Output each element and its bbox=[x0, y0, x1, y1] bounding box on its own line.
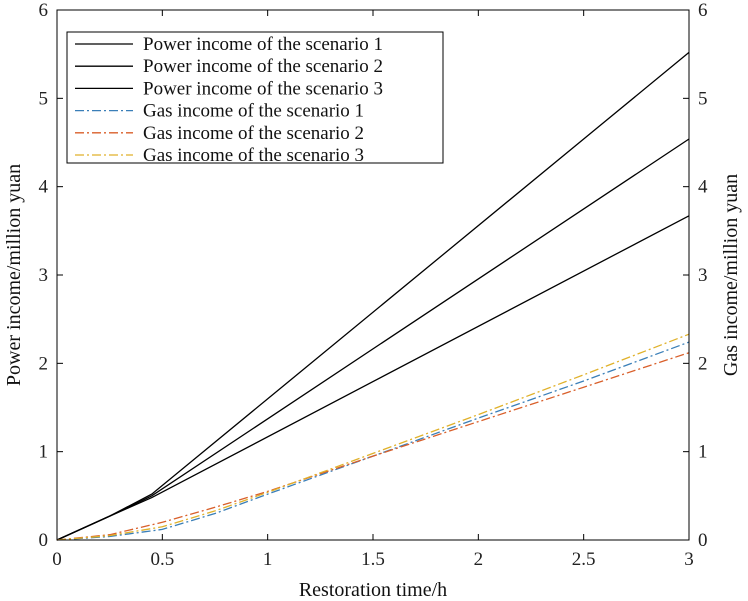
legend-label-3: Power income of the scenario 3 bbox=[143, 78, 383, 99]
x-tick-label: 3 bbox=[684, 549, 694, 570]
y-tick-label-right: 0 bbox=[698, 530, 708, 551]
x-axis-label: Restoration time/h bbox=[299, 579, 447, 601]
legend-label-2: Power income of the scenario 2 bbox=[143, 56, 383, 77]
y-tick-label-left: 5 bbox=[39, 88, 49, 109]
x-tick-label: 1.5 bbox=[361, 549, 385, 570]
x-tick-label: 0 bbox=[52, 549, 62, 570]
legend-box bbox=[66, 31, 444, 164]
y-tick-label-right: 2 bbox=[698, 353, 708, 374]
legend-label-1: Power income of the scenario 1 bbox=[143, 34, 383, 55]
series-line-5 bbox=[56, 352, 690, 541]
series-line-4 bbox=[56, 341, 690, 541]
x-tick-label: 2.5 bbox=[572, 549, 596, 570]
plot-lines bbox=[56, 51, 690, 541]
legend-label-6: Gas income of the scenario 3 bbox=[143, 145, 364, 166]
y-tick-label-left: 3 bbox=[39, 265, 49, 286]
y-tick-label-left: 2 bbox=[39, 353, 49, 374]
x-tick-label: 1 bbox=[263, 549, 273, 570]
y-tick-label-left: 0 bbox=[39, 530, 49, 551]
y-tick-label-right: 6 bbox=[698, 0, 708, 21]
x-tick-label: 0.5 bbox=[150, 549, 174, 570]
y-axis-label-right: Gas income/million yuan bbox=[720, 174, 742, 376]
y-axis-label-left: Power income/million yuan bbox=[3, 164, 25, 386]
x-tick-label: 2 bbox=[474, 549, 484, 570]
y-tick-label-right: 3 bbox=[698, 265, 708, 286]
series-line-6 bbox=[56, 333, 690, 541]
y-tick-label-right: 4 bbox=[698, 177, 708, 198]
legend-label-4: Gas income of the scenario 1 bbox=[143, 101, 364, 122]
y-tick-label-left: 6 bbox=[39, 0, 49, 21]
y-tick-label-left: 1 bbox=[39, 442, 49, 463]
series-line-3 bbox=[56, 215, 690, 541]
y-tick-label-right: 5 bbox=[698, 88, 708, 109]
series-line-2 bbox=[56, 138, 690, 541]
legend-label-5: Gas income of the scenario 2 bbox=[143, 123, 364, 144]
y-tick-label-right: 1 bbox=[698, 442, 708, 463]
y-tick-label-left: 4 bbox=[39, 177, 49, 198]
